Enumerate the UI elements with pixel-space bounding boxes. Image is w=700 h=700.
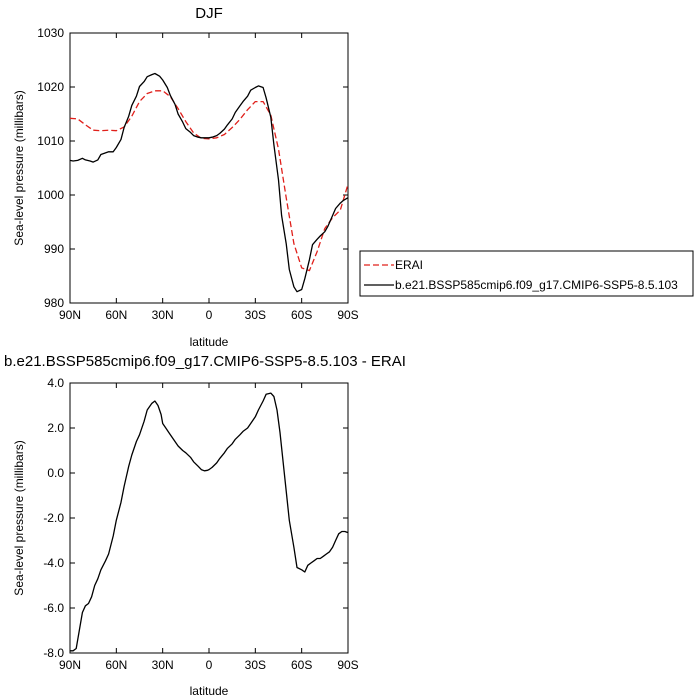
y-tick-label: -6.0 — [43, 601, 64, 615]
x-tick-label: 60N — [105, 308, 127, 322]
x-tick-label: 90S — [337, 658, 358, 672]
x-tick-label: 60S — [291, 658, 312, 672]
y-tick-label: 1010 — [37, 134, 64, 148]
plot-frame-top — [69, 32, 349, 304]
y-tick-label: 0.0 — [47, 466, 64, 480]
x-axis-label-bottom: latitude — [190, 684, 229, 698]
y-tick-label: 1020 — [37, 80, 64, 94]
x-tick-label: 90N — [59, 658, 81, 672]
axis-ticks-top: 90N 60N 30N 0 30S 60S 90S 980 990 1000 1010 1020 103… — [37, 26, 358, 322]
series-lines-top — [69, 72, 349, 293]
y-axis-label-top: Sea-level pressure (millibars) — [12, 90, 26, 245]
x-tick-label: 30N — [152, 308, 174, 322]
legend: ERAI b.e21.BSSP585cmip6.f09_g17.CMIP6-SS… — [359, 250, 694, 297]
legend-box — [359, 250, 694, 297]
x-tick-label: 90N — [59, 308, 81, 322]
x-tick-label: 0 — [206, 308, 213, 322]
legend-label-erai: ERAI — [395, 258, 423, 272]
series-line-difference — [70, 392, 349, 652]
x-tick-label: 90S — [337, 308, 358, 322]
y-tick-label: 990 — [44, 242, 64, 256]
x-tick-label: 30S — [245, 658, 266, 672]
y-tick-label: 1000 — [37, 188, 64, 202]
panel-bottom: b.e21.BSSP585cmip6.f09_g17.CMIP6-SSP5-8.… — [4, 353, 406, 698]
y-tick-label: 2.0 — [47, 421, 64, 435]
x-tick-label: 0 — [206, 658, 213, 672]
x-tick-label: 30S — [245, 308, 266, 322]
legend-label-model: b.e21.BSSP585cmip6.f09_g17.CMIP6-SSP5-8.… — [395, 278, 678, 292]
y-tick-label: -4.0 — [43, 556, 64, 570]
axis-ticks-bottom: 90N 60N 30N 0 30S 60S 90S -8.0 -6.0 -4.0 -2.0 0.0 2.… — [43, 376, 358, 672]
plot-frame-bottom — [69, 382, 349, 654]
chart-title-bottom: b.e21.BSSP585cmip6.f09_g17.CMIP6-SSP5-8.… — [4, 353, 406, 370]
y-tick-label: -2.0 — [43, 511, 64, 525]
series-line-model — [69, 72, 349, 293]
y-tick-label: -8.0 — [43, 646, 64, 660]
x-tick-label: 60S — [291, 308, 312, 322]
series-line-erai — [69, 90, 349, 272]
x-tick-label: 30N — [152, 658, 174, 672]
x-axis-label-top: latitude — [190, 335, 229, 349]
series-lines-bottom — [70, 392, 349, 652]
y-tick-label: 4.0 — [47, 376, 64, 390]
x-tick-label: 60N — [105, 658, 127, 672]
y-axis-label-bottom: Sea-level pressure (millibars) — [12, 440, 26, 595]
y-tick-label: 980 — [44, 296, 64, 310]
panel-top: DJF 90N 60N 30N 0 30S 60S 90S 980 990 1000 1010 102… — [12, 5, 694, 349]
chart-title-top: DJF — [195, 5, 223, 22]
y-tick-label: 1030 — [37, 26, 64, 40]
